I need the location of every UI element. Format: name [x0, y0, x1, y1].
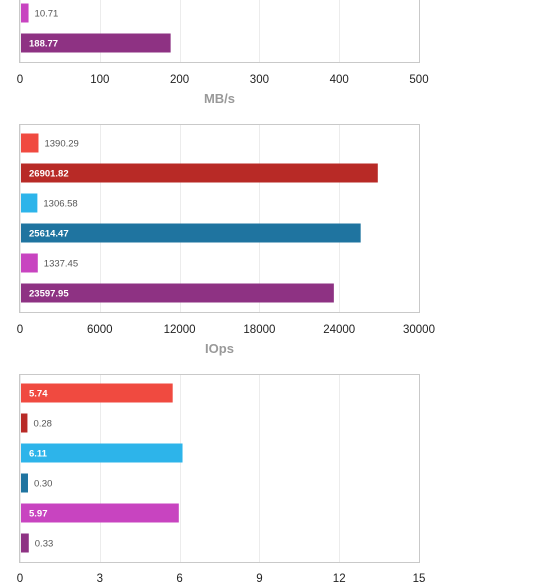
- x-tick-label: 3: [97, 573, 103, 585]
- bar-value-label: 26901.82: [29, 169, 69, 180]
- bar-value-label: 5.74: [29, 389, 48, 400]
- bar-value-label: 1306.58: [43, 199, 77, 210]
- x-axis-title: MB/s: [204, 91, 235, 106]
- x-tick-label: 0: [17, 324, 23, 336]
- bar-value-label: 0.33: [35, 539, 54, 550]
- x-tick-label: 100: [90, 74, 109, 86]
- x-tick-label: 6: [176, 573, 182, 585]
- x-tick-label: 500: [409, 74, 428, 86]
- bar-value-label: 6.11: [29, 449, 48, 460]
- bar-value-label: 25614.47: [29, 229, 69, 240]
- x-tick-label: 12: [333, 573, 346, 585]
- x-tick-label: 0: [17, 74, 23, 86]
- bar: [21, 193, 38, 213]
- bar-value-label: 23597.95: [29, 289, 69, 300]
- plot-frame: [19, 124, 420, 313]
- bar-value-label: 188.77: [29, 39, 58, 50]
- bar-value-label: 0.30: [34, 479, 53, 490]
- plot-frame: [19, 374, 420, 563]
- x-tick-label: 12000: [164, 324, 196, 336]
- bar: [21, 383, 173, 403]
- x-tick-label: 9: [256, 573, 262, 585]
- x-tick-label: 300: [250, 74, 269, 86]
- bar: [21, 33, 171, 53]
- x-tick-label: 6000: [87, 324, 113, 336]
- x-tick-label: 18000: [243, 324, 275, 336]
- bar: [21, 503, 179, 523]
- x-tick-label: 0: [17, 573, 23, 585]
- x-tick-label: 15: [413, 573, 426, 585]
- x-tick-label: 24000: [323, 324, 355, 336]
- bar: [21, 3, 29, 23]
- bar: [21, 253, 38, 273]
- x-tick-label: 400: [330, 74, 349, 86]
- bar: [21, 133, 39, 153]
- bar-value-label: 1337.45: [44, 259, 78, 270]
- x-tick-label: 30000: [403, 324, 435, 336]
- bar-value-label: 10.71: [35, 9, 59, 20]
- bar: [21, 443, 183, 463]
- bar-value-label: 5.97: [29, 509, 48, 520]
- bar: [21, 283, 334, 303]
- bar: [21, 473, 28, 493]
- bar: [21, 533, 29, 553]
- x-axis-title: IOps: [205, 341, 234, 356]
- bar-value-label: 0.28: [33, 419, 52, 430]
- plot-frame: [19, 0, 420, 63]
- bar: [21, 223, 361, 243]
- x-tick-label: 200: [170, 74, 189, 86]
- bar: [21, 163, 378, 183]
- bar-value-label: 1390.29: [44, 139, 78, 150]
- bar: [21, 413, 28, 433]
